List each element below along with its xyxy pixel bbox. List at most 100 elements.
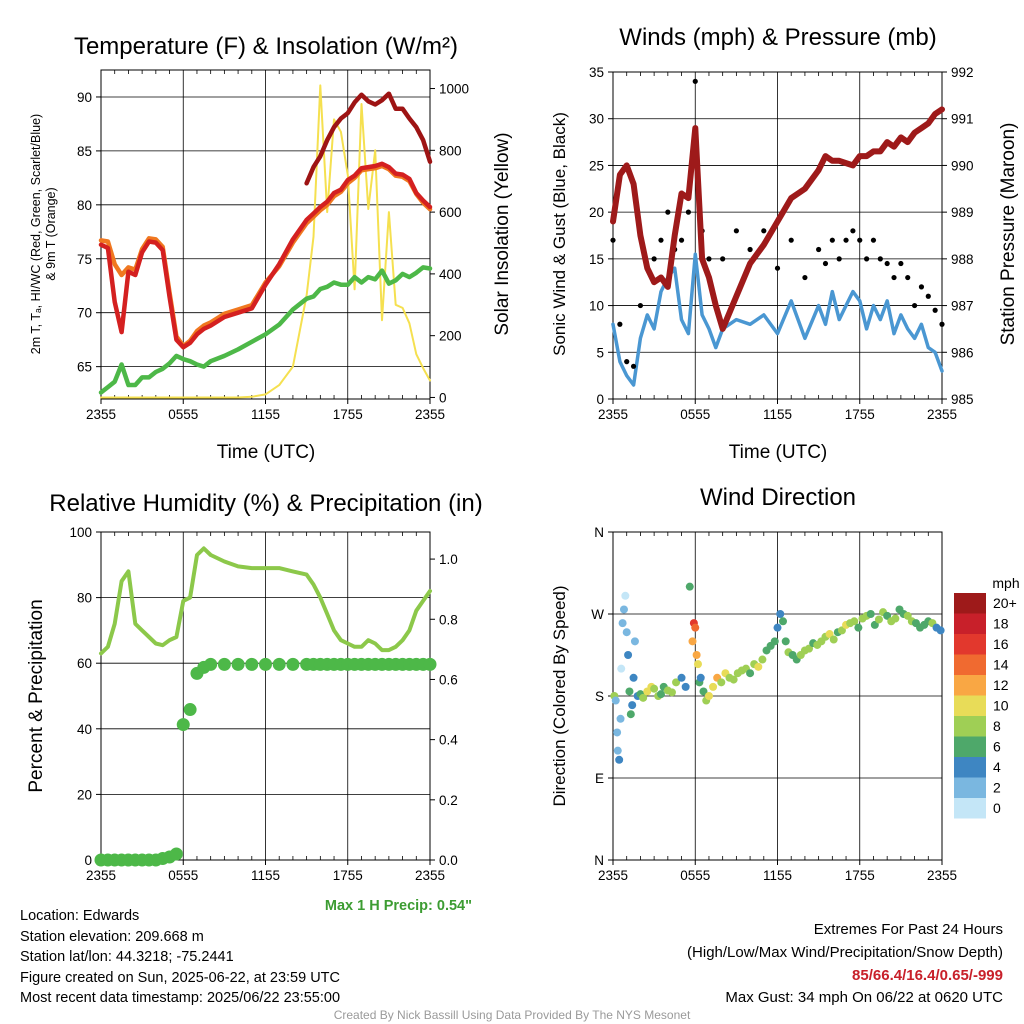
direction-point	[617, 664, 626, 673]
gust-point	[774, 265, 781, 271]
extremes-subtitle: (High/Low/Max Wind/Precipitation/Snow De…	[687, 944, 1003, 961]
gust-point	[630, 363, 637, 369]
y2-tick-label: 0.0	[439, 853, 458, 868]
direction-point	[883, 611, 892, 620]
direction-point	[696, 673, 705, 682]
direction-point	[770, 637, 779, 646]
precip-point	[286, 657, 300, 671]
y-tick-label: 80	[77, 198, 92, 213]
direction-point	[746, 669, 755, 678]
colorbar-swatch	[954, 695, 986, 716]
y-tick-label: 35	[589, 65, 604, 80]
direction-point	[866, 610, 875, 618]
y-tick-label: 85	[77, 144, 92, 159]
y-tick-label: 25	[589, 158, 604, 173]
gust-point	[843, 237, 849, 243]
y2-tick-label: 1000	[439, 82, 469, 97]
precip-point	[231, 657, 245, 671]
y2-tick-label: 800	[439, 143, 462, 158]
x-tick-label: 2355	[927, 868, 957, 883]
direction-point	[692, 651, 701, 659]
y-tick-label: W	[591, 607, 604, 622]
gust-point	[816, 246, 822, 253]
direction-point	[630, 637, 639, 646]
y2-tick-label: 985	[951, 392, 974, 407]
direction-point	[621, 591, 630, 600]
max-gust: Max Gust: 34 mph On 06/22 at 0620 UTC	[725, 989, 1003, 1006]
y-tick-label: 65	[77, 360, 92, 375]
colorbar-label: 14	[993, 657, 1009, 673]
direction-point	[729, 675, 738, 684]
direction-point	[903, 611, 912, 620]
gust-point	[939, 321, 945, 327]
station-location: Location: Edwards	[20, 908, 140, 924]
temp-panel-title: Temperature (F) & Insolation (W/m²)	[74, 33, 458, 60]
rh-ylabel-left: Percent & Precipitation	[26, 599, 47, 792]
y2-tick-label: 986	[951, 345, 974, 360]
direction-point	[699, 687, 708, 696]
direction-point	[709, 682, 718, 691]
colorbar-swatch	[954, 613, 986, 634]
y2-tick-label: 600	[439, 205, 462, 220]
colorbar-swatch	[954, 777, 986, 798]
gust-point	[884, 260, 890, 267]
direction-point	[625, 687, 634, 696]
dir-ylabel-left: Direction (Colored By Speed)	[550, 585, 569, 806]
precip-point	[169, 847, 183, 861]
x-tick-label: 0555	[680, 407, 710, 422]
y2-tick-label: 0.8	[439, 612, 458, 627]
x-tick-label: 2355	[415, 407, 445, 422]
y-tick-label: 0	[596, 392, 604, 407]
direction-point	[870, 620, 879, 629]
direction-point	[829, 635, 838, 644]
x-tick-label: 2355	[927, 407, 957, 422]
y2-tick-label: 0.2	[439, 793, 458, 808]
temp-xlabel: Time (UTC)	[217, 442, 316, 463]
direction-point	[615, 755, 624, 764]
y2-tick-label: 0.6	[439, 672, 458, 687]
y-tick-label: S	[595, 689, 604, 704]
gust-point	[932, 307, 938, 313]
colorbar-swatch	[954, 798, 986, 819]
direction-point	[754, 662, 763, 671]
panel-3-axes: 2355 0555 1155 1755 23550204060801000.00.20.…	[69, 525, 458, 883]
y2-tick-label: 991	[951, 112, 974, 127]
gust-point	[706, 256, 712, 262]
wind-ylabel-right: Station Pressure (Maroon)	[998, 123, 1019, 346]
y2-tick-label: 992	[951, 65, 974, 80]
y2-tick-label: 200	[439, 329, 462, 344]
wind-xlabel: Time (UTC)	[729, 442, 828, 463]
gust-point	[905, 274, 911, 281]
y2-tick-label: 0	[439, 390, 447, 405]
gust-point	[870, 237, 877, 243]
figure-created: Figure created on Sun, 2025-06-22, at 23…	[20, 969, 340, 986]
precip-point	[272, 657, 286, 671]
gust-point	[822, 260, 829, 267]
gust-point	[836, 256, 842, 262]
colorbar-swatch	[954, 675, 986, 696]
x-tick-label: 1155	[251, 868, 280, 883]
y2-tick-label: 1.0	[439, 552, 458, 567]
gust-point	[788, 237, 794, 243]
direction-point	[667, 688, 676, 697]
station-info: Location: Edwards Station elevation: 209…	[20, 906, 340, 1009]
station-latlon: Station lat/lon: 44.3218; -75.2441	[20, 949, 234, 965]
direction-point	[850, 617, 859, 626]
direction-point	[854, 623, 863, 632]
direction-point	[805, 644, 814, 653]
y-tick-label: 10	[589, 299, 604, 314]
direction-point	[688, 637, 697, 646]
y-tick-label: 5	[596, 345, 604, 360]
colorbar-label: 8	[993, 718, 1001, 734]
temp-ylabel-right: Solar Insolation (Yellow)	[492, 132, 513, 335]
gust-point	[720, 256, 726, 262]
colorbar-label: 20+	[993, 595, 1017, 611]
colorbar-label: 0	[993, 800, 1001, 816]
dir-panel-title: Wind Direction	[700, 484, 856, 511]
direction-point	[677, 673, 686, 682]
credit-line: Created By Nick Bassill Using Data Provi…	[334, 1008, 691, 1022]
y-tick-label: 0	[84, 853, 92, 868]
gust-point	[898, 260, 904, 267]
x-tick-label: 1755	[845, 407, 875, 422]
station-elevation: Station elevation: 209.668 m	[20, 928, 204, 945]
